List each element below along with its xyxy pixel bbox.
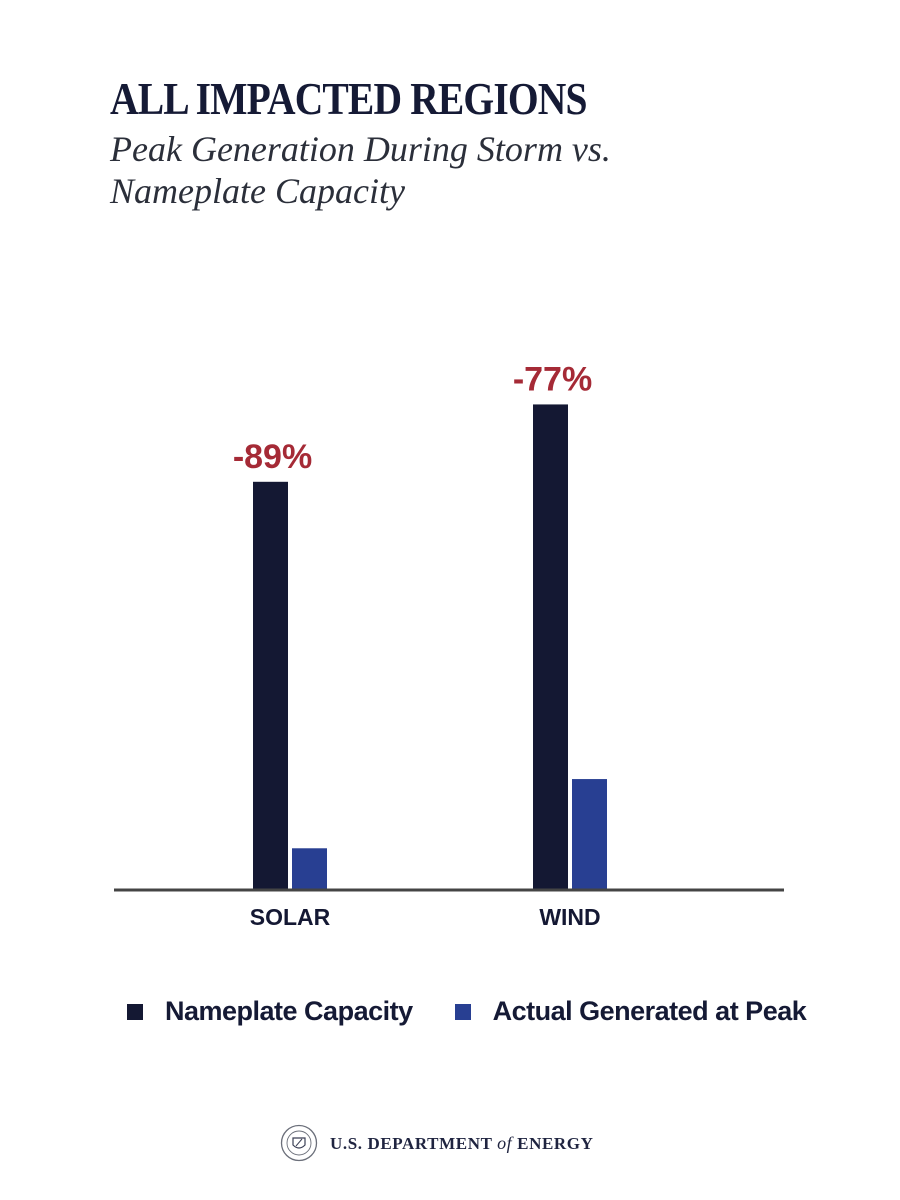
- legend: Nameplate Capacity Actual Generated at P…: [127, 996, 848, 1027]
- bar-wind-nameplate: [533, 404, 568, 889]
- change-label-wind: -77%: [513, 360, 592, 398]
- change-label-solar: -89%: [233, 438, 312, 476]
- legend-swatch-nameplate: [127, 1003, 143, 1020]
- category-label-solar: SOLAR: [250, 904, 331, 930]
- bar-solar-actual: [292, 848, 327, 889]
- legend-label-actual: Actual Generated at Peak: [492, 996, 807, 1026]
- bars-layer: [253, 404, 607, 889]
- agency-suffix: ENERGY: [517, 1133, 594, 1153]
- agency-prefix: U.S. DEPARTMENT: [330, 1133, 493, 1153]
- bar-solar-nameplate: [253, 481, 288, 889]
- legend-item-actual: Actual Generated at Peak: [454, 996, 807, 1027]
- agency-of: of: [497, 1132, 513, 1153]
- labels-layer: -89% SOLAR -77% WIND: [233, 360, 601, 930]
- doe-seal-icon: [280, 1124, 318, 1162]
- legend-label-nameplate: Nameplate Capacity: [165, 996, 413, 1026]
- legend-swatch-actual: [454, 1003, 471, 1020]
- chart-subtitle: Peak Generation During Storm vs. Namepla…: [110, 129, 611, 211]
- agency-name: U.S. DEPARTMENT of ENERGY: [330, 1133, 593, 1154]
- bar-wind-actual: [572, 779, 607, 889]
- footer-agency: U.S. DEPARTMENT of ENERGY: [280, 1124, 593, 1162]
- legend-item-nameplate: Nameplate Capacity: [127, 996, 413, 1027]
- category-label-wind: WIND: [539, 904, 600, 930]
- chart-title: ALL IMPACTED REGIONS: [110, 73, 588, 124]
